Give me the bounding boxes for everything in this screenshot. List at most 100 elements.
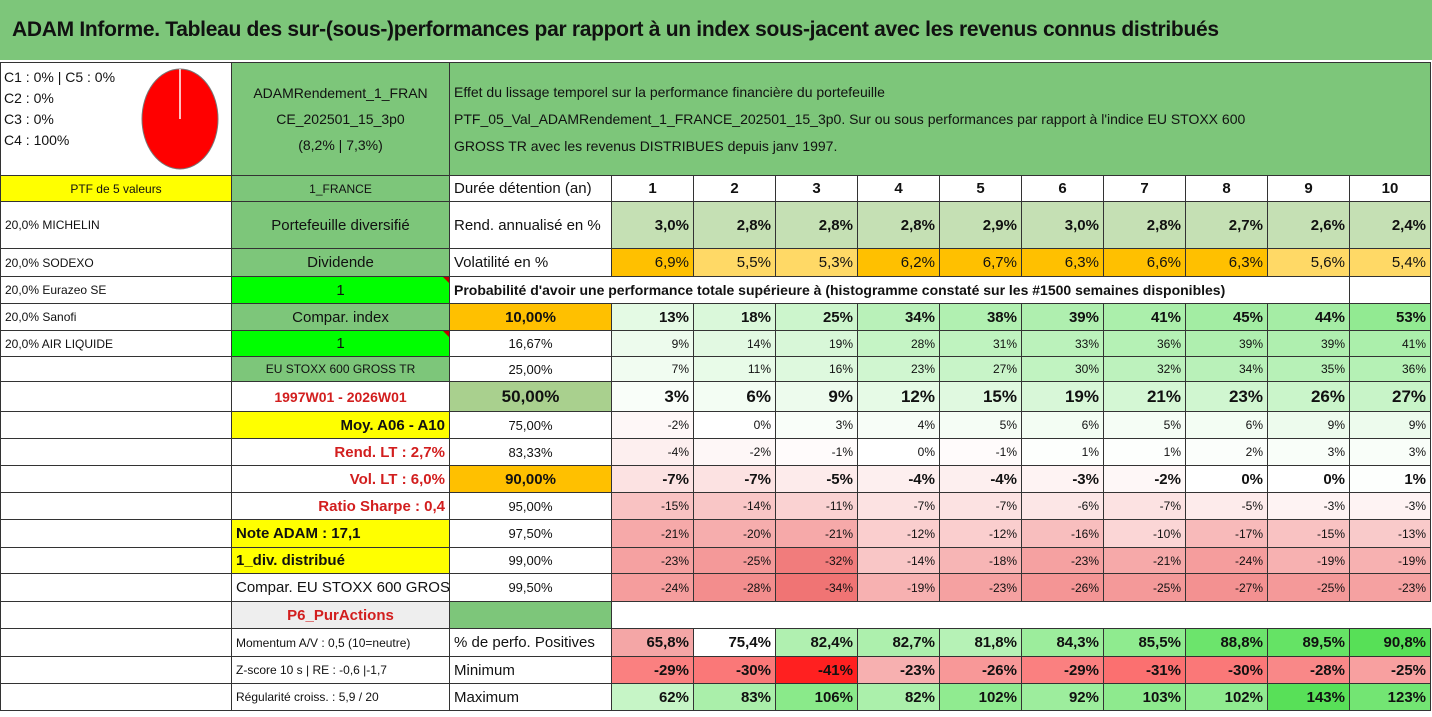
maximum-value: 92% (1021, 683, 1104, 711)
prob-value: 0% (1185, 465, 1268, 493)
maximum-value: 62% (611, 683, 694, 711)
empty-cell (0, 465, 232, 493)
vol-value: 6,3% (1185, 248, 1268, 277)
prob-value: 9% (1348, 411, 1432, 439)
div-label: 1_div. distribué (231, 547, 450, 574)
prob-value: -11% (775, 492, 858, 520)
prob-row: Note ADAM : 17,1 97,50% -21% -20% -21% -12% -1… (0, 519, 1432, 548)
prob-value: -24% (1185, 547, 1268, 574)
prob-value: -3% (1348, 492, 1432, 520)
rend-value: 2,4% (1348, 201, 1432, 249)
prob-value: -7% (939, 492, 1022, 520)
empty-cell (1104, 602, 1186, 629)
vol-value: 5,3% (775, 248, 858, 277)
composition-cell: C1 : 0% | C5 : 0% C2 : 0% C3 : 0% C4 : 100% (0, 62, 232, 176)
prob-value: 21% (1103, 381, 1186, 412)
prob-value: 3% (775, 411, 858, 439)
prob-value: 5% (939, 411, 1022, 439)
prob-value: -15% (1267, 519, 1350, 548)
maximum-value: 123% (1348, 683, 1432, 711)
prob-value: -19% (1267, 547, 1350, 574)
prob-value: 1% (1021, 438, 1104, 466)
prob-threshold: 10,00% (449, 303, 612, 331)
prob-value: -20% (693, 519, 776, 548)
holding-name: 20,0% Eurazeo SE (0, 276, 232, 304)
vol-value: 5,5% (693, 248, 776, 277)
prob-value: -14% (693, 492, 776, 520)
empty-cell (0, 519, 232, 548)
prob-value: -3% (1021, 465, 1104, 493)
prob-value: -15% (611, 492, 694, 520)
rend-value: 2,8% (693, 201, 776, 249)
maximum-value: 102% (939, 683, 1022, 711)
value-1: 1 (231, 276, 450, 304)
prob-row: EU STOXX 600 GROSS TR 25,00% 7% 11% 16% 23% 27… (0, 356, 1432, 382)
holding-name: 20,0% Sanofi (0, 303, 232, 331)
fund-perf: (8,2% | 7,3%) (298, 137, 383, 153)
empty-cell (940, 602, 1022, 629)
minimum-value: -26% (939, 656, 1022, 684)
prob-value: -1% (939, 438, 1022, 466)
prob-value: 14% (693, 330, 776, 357)
prob-threshold: 99,50% (449, 573, 612, 602)
maximum-value: 82% (857, 683, 940, 711)
prob-row: Compar. EU STOXX 600 GROSS TR99,50%-24%-… (0, 573, 1432, 602)
minimum-value: -23% (857, 656, 940, 684)
prob-value: -14% (857, 547, 940, 574)
prob-threshold: 83,33% (449, 438, 612, 466)
prob-value: -1% (775, 438, 858, 466)
holding-name: 20,0% MICHELIN (0, 201, 232, 249)
prob-value: -5% (1185, 492, 1268, 520)
prob-value: -23% (1021, 547, 1104, 574)
prob-value: 9% (775, 381, 858, 412)
index-name: EU STOXX 600 GROSS TR (231, 356, 450, 382)
positives-label: % de perfo. Positives (449, 628, 612, 657)
prob-threshold: 50,00% (449, 381, 612, 412)
prob-value: -32% (775, 547, 858, 574)
prob-value: -2% (693, 438, 776, 466)
prob-value: 18% (693, 303, 776, 331)
prob-value: 2% (1185, 438, 1268, 466)
prob-value: -3% (1267, 492, 1350, 520)
composition-line: C1 : 0% | C5 : 0% (4, 69, 116, 85)
empty-cell (1268, 602, 1350, 629)
rend-value: 2,8% (1103, 201, 1186, 249)
rend-label: Rend. annualisé en % (449, 201, 612, 249)
prob-value: -25% (1103, 573, 1186, 602)
year-header: 6 (1021, 175, 1104, 202)
positives-value: 89,5% (1267, 628, 1350, 657)
prob-threshold: 99,00% (449, 547, 612, 574)
positives-value: 84,3% (1021, 628, 1104, 657)
prob-threshold: 25,00% (449, 356, 612, 382)
empty-cell (0, 573, 232, 602)
prob-value: 7% (611, 356, 694, 382)
prob-value: 25% (775, 303, 858, 331)
prob-threshold: 75,00% (449, 411, 612, 439)
prob-value: -18% (939, 547, 1022, 574)
prob-value: 35% (1267, 356, 1350, 382)
prob-row: 1997W01 - 2026W01 50,00% 3% 6% 9% 12% 15% 19% 21… (0, 381, 1432, 412)
minimum-label: Minimum (449, 656, 612, 684)
prob-value: -7% (857, 492, 940, 520)
year-header: 9 (1267, 175, 1350, 202)
portfolio-type: Portefeuille diversifié (231, 201, 450, 249)
prob-value: -27% (1185, 573, 1268, 602)
empty-cell (1022, 602, 1104, 629)
year-header: 10 (1348, 175, 1432, 202)
prob-value: -12% (857, 519, 940, 548)
prob-title-row: 20,0% Eurazeo SE 1 Probabilité d'avoir une… (0, 276, 1432, 304)
maximum-value: 143% (1267, 683, 1350, 711)
empty-cell (0, 438, 232, 466)
prob-value: 39% (1021, 303, 1104, 331)
positives-value: 90,8% (1348, 628, 1432, 657)
minimum-value: -29% (1021, 656, 1104, 684)
positives-row: Momentum A/V : 0,5 (10=neutre)% de perfo… (0, 628, 1432, 657)
period-label: 1997W01 - 2026W01 (231, 381, 450, 412)
prob-value: -23% (1348, 573, 1432, 602)
prob-value: 39% (1185, 330, 1268, 357)
prob-value: 1% (1348, 465, 1432, 493)
prob-value: 9% (611, 330, 694, 357)
prob-value: -7% (1103, 492, 1186, 520)
prob-value: -23% (611, 547, 694, 574)
prob-value: 3% (1348, 438, 1432, 466)
